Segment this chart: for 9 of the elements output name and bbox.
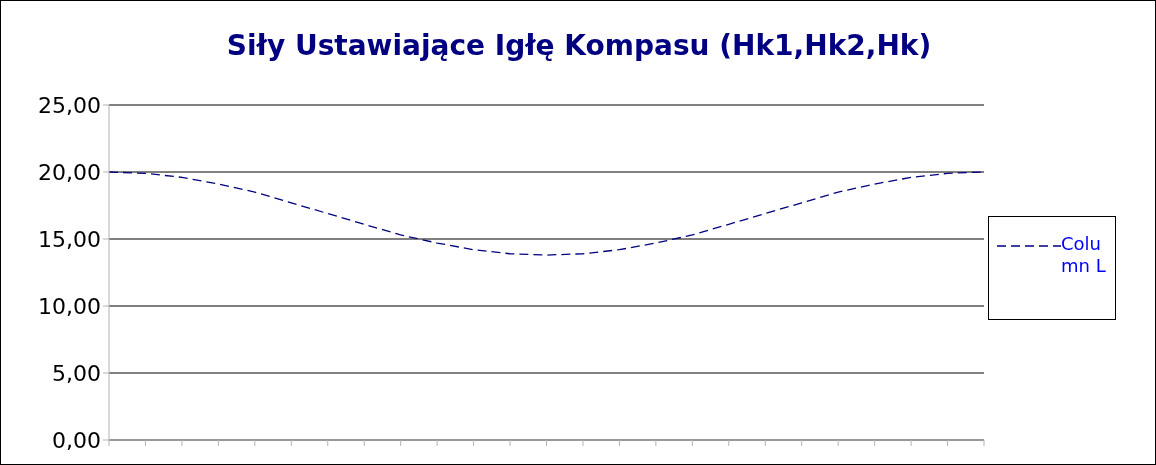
chart-title: Siły Ustawiające Igłę Kompasu (Hk1,Hk2,Hk) [225, 29, 933, 62]
legend-label: Column L [1061, 233, 1107, 277]
y-tick-label: 5,00 [52, 360, 101, 386]
y-tick-label: 15,00 [38, 226, 101, 252]
y-tick-label: 0,00 [52, 427, 101, 453]
y-tick-label: 20,00 [38, 159, 101, 185]
y-tick-label: 25,00 [38, 92, 101, 118]
line-series [109, 171, 984, 256]
y-tick-label: 10,00 [38, 293, 101, 319]
